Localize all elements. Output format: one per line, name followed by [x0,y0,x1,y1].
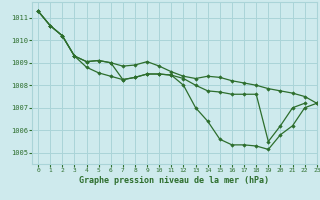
X-axis label: Graphe pression niveau de la mer (hPa): Graphe pression niveau de la mer (hPa) [79,176,269,185]
